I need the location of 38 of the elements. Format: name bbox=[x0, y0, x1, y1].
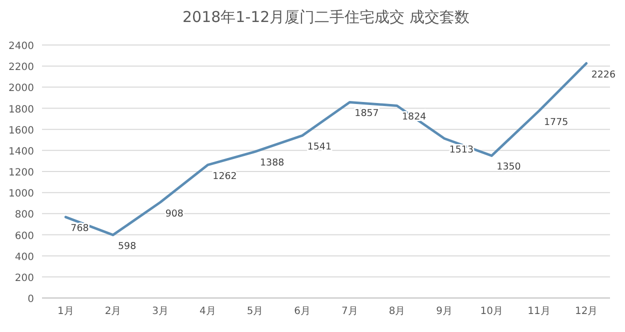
y-tick-label: 1800 bbox=[8, 104, 34, 116]
y-tick-label: 1400 bbox=[8, 146, 34, 158]
y-tick-label: 2200 bbox=[8, 62, 34, 74]
x-tick-label: 9月 bbox=[436, 306, 453, 317]
data-label: 768 bbox=[70, 223, 89, 234]
y-tick-label: 1200 bbox=[8, 168, 34, 178]
data-label: 1513 bbox=[449, 144, 474, 156]
x-tick-label: 3月 bbox=[152, 306, 169, 317]
data-label: 1775 bbox=[544, 116, 568, 128]
y-tick-label: 200 bbox=[14, 272, 34, 284]
data-label: 1857 bbox=[354, 108, 379, 120]
x-tick-label: 4月 bbox=[199, 306, 216, 317]
y-tick-label: 1000 bbox=[8, 188, 34, 200]
data-label: 1388 bbox=[260, 158, 284, 169]
x-tick-label: 5月 bbox=[246, 306, 264, 317]
x-tick-label: 12月 bbox=[574, 306, 598, 317]
x-tick-label: 11月 bbox=[528, 306, 550, 317]
data-label: 598 bbox=[118, 240, 136, 252]
data-label: 1541 bbox=[307, 142, 332, 153]
data-label: 2226 bbox=[591, 69, 616, 80]
y-tick-label: 1600 bbox=[8, 125, 34, 136]
x-tick-label: 6月 bbox=[294, 306, 311, 317]
y-tick-label: 2400 bbox=[8, 41, 34, 52]
x-tick-label: 8月 bbox=[388, 306, 406, 317]
y-tick-label: 0 bbox=[28, 294, 34, 305]
x-tick-label: 2月 bbox=[104, 306, 122, 317]
y-tick-label: 400 bbox=[14, 252, 34, 263]
y-tick-label: 2000 bbox=[8, 83, 34, 94]
line-series bbox=[64, 62, 588, 236]
y-tick-label: 800 bbox=[14, 210, 34, 221]
x-tick-label: 10月 bbox=[480, 306, 504, 317]
y-tick-label: 600 bbox=[14, 230, 34, 242]
chart-title: 2018年1-12月厦门二手住宅成交 成交套数 bbox=[182, 8, 470, 26]
data-label: 1350 bbox=[496, 162, 521, 173]
x-tick-label: 1月 bbox=[57, 306, 74, 317]
x-tick-label: 7月 bbox=[341, 306, 358, 317]
data-label: 1262 bbox=[212, 170, 237, 182]
data-label: 908 bbox=[165, 208, 184, 220]
